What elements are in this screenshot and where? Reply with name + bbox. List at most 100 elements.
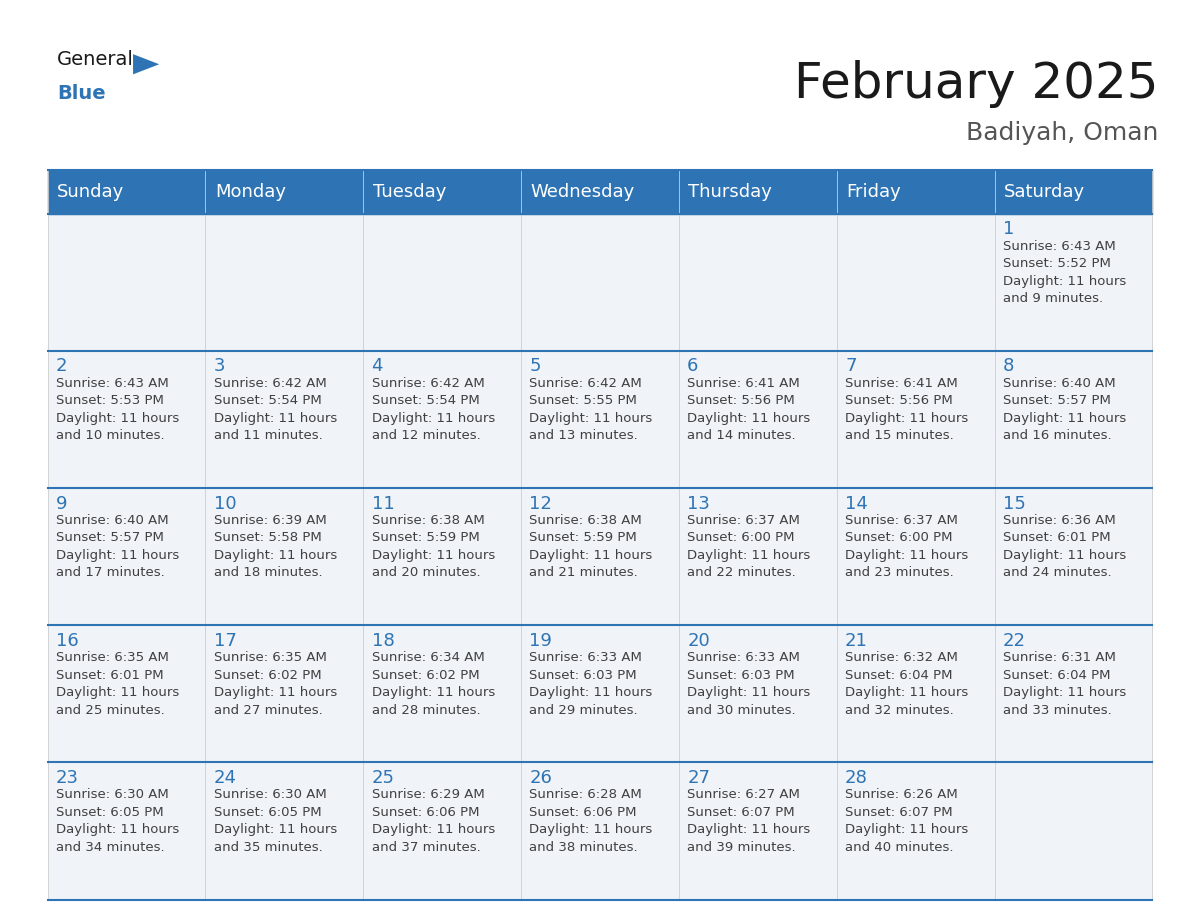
Text: Sunrise: 6:34 AM
Sunset: 6:02 PM
Daylight: 11 hours
and 28 minutes.: Sunrise: 6:34 AM Sunset: 6:02 PM Dayligh… (372, 651, 494, 717)
Text: 1: 1 (1003, 220, 1015, 239)
Text: Sunrise: 6:43 AM
Sunset: 5:52 PM
Daylight: 11 hours
and 9 minutes.: Sunrise: 6:43 AM Sunset: 5:52 PM Dayligh… (1003, 240, 1126, 305)
Text: Sunrise: 6:26 AM
Sunset: 6:07 PM
Daylight: 11 hours
and 40 minutes.: Sunrise: 6:26 AM Sunset: 6:07 PM Dayligh… (845, 789, 968, 854)
FancyBboxPatch shape (48, 763, 206, 900)
Text: Sunrise: 6:39 AM
Sunset: 5:58 PM
Daylight: 11 hours
and 18 minutes.: Sunrise: 6:39 AM Sunset: 5:58 PM Dayligh… (214, 514, 337, 579)
FancyBboxPatch shape (522, 170, 678, 214)
Text: Badiyah, Oman: Badiyah, Oman (966, 121, 1158, 145)
FancyBboxPatch shape (522, 488, 678, 625)
FancyBboxPatch shape (522, 214, 678, 351)
FancyBboxPatch shape (994, 488, 1152, 625)
Text: 15: 15 (1003, 495, 1025, 512)
Text: 14: 14 (845, 495, 868, 512)
FancyBboxPatch shape (836, 170, 994, 214)
FancyBboxPatch shape (48, 214, 206, 351)
Text: 22: 22 (1003, 632, 1026, 650)
FancyBboxPatch shape (364, 214, 522, 351)
FancyBboxPatch shape (522, 763, 678, 900)
Text: 17: 17 (214, 632, 236, 650)
Text: 16: 16 (56, 632, 78, 650)
Text: Sunrise: 6:33 AM
Sunset: 6:03 PM
Daylight: 11 hours
and 29 minutes.: Sunrise: 6:33 AM Sunset: 6:03 PM Dayligh… (530, 651, 652, 717)
FancyBboxPatch shape (678, 763, 836, 900)
Text: 6: 6 (687, 357, 699, 375)
Text: Sunday: Sunday (57, 183, 125, 201)
FancyBboxPatch shape (994, 351, 1152, 488)
Text: 28: 28 (845, 769, 868, 787)
FancyBboxPatch shape (994, 214, 1152, 351)
Text: Sunrise: 6:38 AM
Sunset: 5:59 PM
Daylight: 11 hours
and 21 minutes.: Sunrise: 6:38 AM Sunset: 5:59 PM Dayligh… (530, 514, 652, 579)
FancyBboxPatch shape (994, 763, 1152, 900)
Text: February 2025: February 2025 (794, 60, 1158, 107)
FancyBboxPatch shape (836, 625, 994, 763)
Text: 11: 11 (372, 495, 394, 512)
Text: Sunrise: 6:43 AM
Sunset: 5:53 PM
Daylight: 11 hours
and 10 minutes.: Sunrise: 6:43 AM Sunset: 5:53 PM Dayligh… (56, 376, 179, 442)
FancyBboxPatch shape (206, 351, 364, 488)
Text: Sunrise: 6:28 AM
Sunset: 6:06 PM
Daylight: 11 hours
and 38 minutes.: Sunrise: 6:28 AM Sunset: 6:06 PM Dayligh… (530, 789, 652, 854)
FancyBboxPatch shape (678, 351, 836, 488)
FancyBboxPatch shape (678, 170, 836, 214)
FancyBboxPatch shape (364, 351, 522, 488)
FancyBboxPatch shape (994, 170, 1152, 214)
Text: Sunrise: 6:37 AM
Sunset: 6:00 PM
Daylight: 11 hours
and 23 minutes.: Sunrise: 6:37 AM Sunset: 6:00 PM Dayligh… (845, 514, 968, 579)
FancyBboxPatch shape (48, 351, 206, 488)
Text: Sunrise: 6:42 AM
Sunset: 5:54 PM
Daylight: 11 hours
and 11 minutes.: Sunrise: 6:42 AM Sunset: 5:54 PM Dayligh… (214, 376, 337, 442)
Text: Sunrise: 6:35 AM
Sunset: 6:02 PM
Daylight: 11 hours
and 27 minutes.: Sunrise: 6:35 AM Sunset: 6:02 PM Dayligh… (214, 651, 337, 717)
Text: 7: 7 (845, 357, 857, 375)
Text: Sunrise: 6:36 AM
Sunset: 6:01 PM
Daylight: 11 hours
and 24 minutes.: Sunrise: 6:36 AM Sunset: 6:01 PM Dayligh… (1003, 514, 1126, 579)
FancyBboxPatch shape (522, 351, 678, 488)
FancyBboxPatch shape (206, 625, 364, 763)
Text: 3: 3 (214, 357, 226, 375)
Text: 5: 5 (530, 357, 541, 375)
FancyBboxPatch shape (678, 625, 836, 763)
Text: 27: 27 (687, 769, 710, 787)
FancyBboxPatch shape (678, 214, 836, 351)
Text: 21: 21 (845, 632, 868, 650)
FancyBboxPatch shape (836, 214, 994, 351)
FancyBboxPatch shape (364, 170, 522, 214)
Text: Tuesday: Tuesday (373, 183, 446, 201)
Text: Sunrise: 6:30 AM
Sunset: 6:05 PM
Daylight: 11 hours
and 35 minutes.: Sunrise: 6:30 AM Sunset: 6:05 PM Dayligh… (214, 789, 337, 854)
Text: 19: 19 (530, 632, 552, 650)
FancyBboxPatch shape (48, 170, 206, 214)
FancyBboxPatch shape (836, 488, 994, 625)
Text: Sunrise: 6:38 AM
Sunset: 5:59 PM
Daylight: 11 hours
and 20 minutes.: Sunrise: 6:38 AM Sunset: 5:59 PM Dayligh… (372, 514, 494, 579)
Text: Friday: Friday (846, 183, 901, 201)
Text: 20: 20 (687, 632, 710, 650)
FancyBboxPatch shape (522, 625, 678, 763)
Text: Sunrise: 6:37 AM
Sunset: 6:00 PM
Daylight: 11 hours
and 22 minutes.: Sunrise: 6:37 AM Sunset: 6:00 PM Dayligh… (687, 514, 810, 579)
Polygon shape (133, 54, 159, 74)
FancyBboxPatch shape (206, 214, 364, 351)
FancyBboxPatch shape (836, 351, 994, 488)
Text: Wednesday: Wednesday (531, 183, 634, 201)
Text: 13: 13 (687, 495, 710, 512)
Text: Sunrise: 6:42 AM
Sunset: 5:55 PM
Daylight: 11 hours
and 13 minutes.: Sunrise: 6:42 AM Sunset: 5:55 PM Dayligh… (530, 376, 652, 442)
Text: Sunrise: 6:32 AM
Sunset: 6:04 PM
Daylight: 11 hours
and 32 minutes.: Sunrise: 6:32 AM Sunset: 6:04 PM Dayligh… (845, 651, 968, 717)
FancyBboxPatch shape (206, 763, 364, 900)
Text: 4: 4 (372, 357, 383, 375)
Text: Saturday: Saturday (1004, 183, 1085, 201)
Text: General: General (57, 50, 134, 70)
Text: 12: 12 (530, 495, 552, 512)
Text: 25: 25 (372, 769, 394, 787)
FancyBboxPatch shape (48, 625, 206, 763)
Text: Sunrise: 6:30 AM
Sunset: 6:05 PM
Daylight: 11 hours
and 34 minutes.: Sunrise: 6:30 AM Sunset: 6:05 PM Dayligh… (56, 789, 179, 854)
Text: 18: 18 (372, 632, 394, 650)
Text: Monday: Monday (215, 183, 286, 201)
FancyBboxPatch shape (364, 763, 522, 900)
FancyBboxPatch shape (48, 488, 206, 625)
Text: Sunrise: 6:41 AM
Sunset: 5:56 PM
Daylight: 11 hours
and 15 minutes.: Sunrise: 6:41 AM Sunset: 5:56 PM Dayligh… (845, 376, 968, 442)
FancyBboxPatch shape (994, 625, 1152, 763)
FancyBboxPatch shape (364, 625, 522, 763)
Text: Sunrise: 6:42 AM
Sunset: 5:54 PM
Daylight: 11 hours
and 12 minutes.: Sunrise: 6:42 AM Sunset: 5:54 PM Dayligh… (372, 376, 494, 442)
Text: Blue: Blue (57, 84, 106, 104)
Text: Sunrise: 6:33 AM
Sunset: 6:03 PM
Daylight: 11 hours
and 30 minutes.: Sunrise: 6:33 AM Sunset: 6:03 PM Dayligh… (687, 651, 810, 717)
Text: 26: 26 (530, 769, 552, 787)
FancyBboxPatch shape (364, 488, 522, 625)
Text: Sunrise: 6:29 AM
Sunset: 6:06 PM
Daylight: 11 hours
and 37 minutes.: Sunrise: 6:29 AM Sunset: 6:06 PM Dayligh… (372, 789, 494, 854)
Text: 24: 24 (214, 769, 236, 787)
Text: Sunrise: 6:27 AM
Sunset: 6:07 PM
Daylight: 11 hours
and 39 minutes.: Sunrise: 6:27 AM Sunset: 6:07 PM Dayligh… (687, 789, 810, 854)
Text: Sunrise: 6:40 AM
Sunset: 5:57 PM
Daylight: 11 hours
and 16 minutes.: Sunrise: 6:40 AM Sunset: 5:57 PM Dayligh… (1003, 376, 1126, 442)
FancyBboxPatch shape (836, 763, 994, 900)
FancyBboxPatch shape (678, 488, 836, 625)
Text: Thursday: Thursday (688, 183, 772, 201)
Text: Sunrise: 6:41 AM
Sunset: 5:56 PM
Daylight: 11 hours
and 14 minutes.: Sunrise: 6:41 AM Sunset: 5:56 PM Dayligh… (687, 376, 810, 442)
